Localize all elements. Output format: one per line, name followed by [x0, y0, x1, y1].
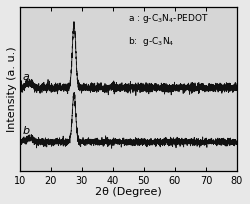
Text: b: b	[22, 126, 29, 136]
Text: b:  g-C$_3$N$_4$: b: g-C$_3$N$_4$	[128, 35, 175, 48]
Y-axis label: Intensity (a. u.): Intensity (a. u.)	[7, 46, 17, 132]
X-axis label: 2θ (Degree): 2θ (Degree)	[95, 187, 162, 197]
Text: a: a	[22, 72, 29, 82]
Text: a : g-C$_3$N$_4$-PEDOT: a : g-C$_3$N$_4$-PEDOT	[128, 12, 209, 25]
